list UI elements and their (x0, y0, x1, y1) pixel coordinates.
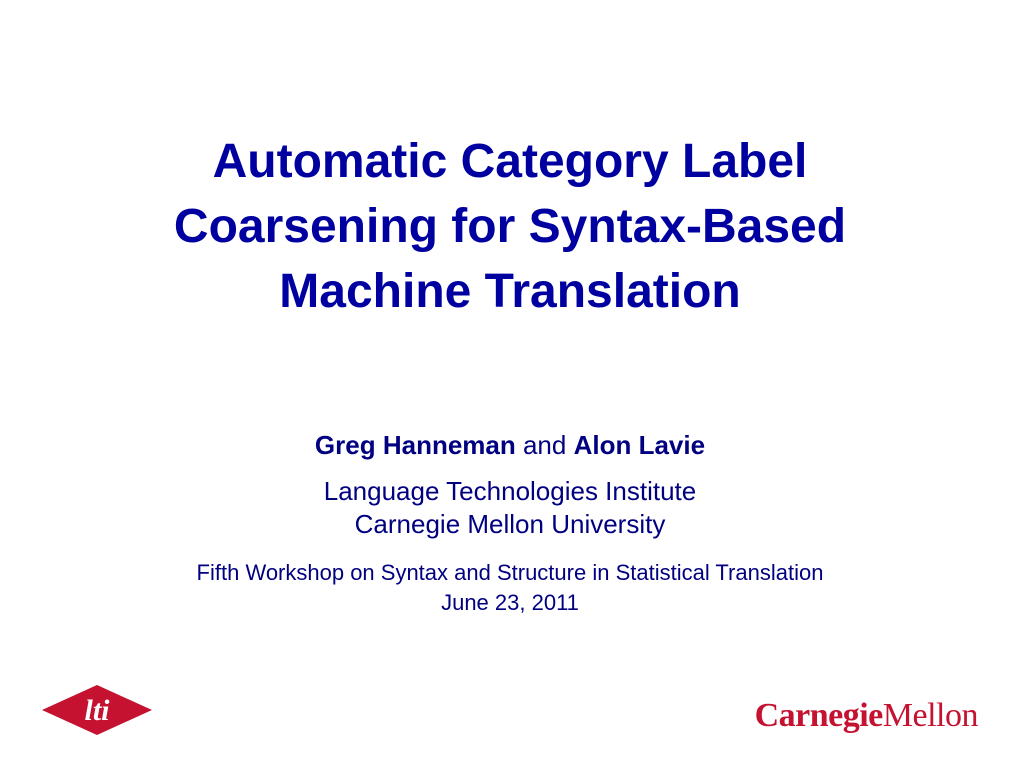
affiliation-line-2: Carnegie Mellon University (0, 508, 1020, 541)
lti-logo-icon: lti (42, 685, 152, 735)
slide: Automatic Category Label Coarsening for … (0, 0, 1020, 765)
authors-line: Greg Hanneman and Alon Lavie (0, 430, 1020, 461)
title-line-2: Coarsening for Syntax-Based (0, 195, 1020, 260)
slide-title: Automatic Category Label Coarsening for … (0, 130, 1020, 324)
author-2: Alon Lavie (574, 430, 705, 460)
authors-block: Greg Hanneman and Alon Lavie Language Te… (0, 430, 1020, 617)
author-conjunction: and (516, 430, 574, 460)
affiliation-line-1: Language Technologies Institute (0, 475, 1020, 508)
cm-logo-part-2: Mellon (883, 697, 978, 734)
title-line-1: Automatic Category Label (0, 130, 1020, 195)
lti-logo-text: lti (84, 694, 110, 727)
venue: Fifth Workshop on Syntax and Structure i… (0, 558, 1020, 617)
affiliation: Language Technologies Institute Carnegie… (0, 475, 1020, 540)
carnegie-mellon-logo: CarnegieMellon (755, 697, 978, 735)
venue-line-1: Fifth Workshop on Syntax and Structure i… (0, 558, 1020, 588)
venue-line-2: June 23, 2011 (0, 588, 1020, 618)
title-line-3: Machine Translation (0, 260, 1020, 325)
cm-logo-part-1: Carnegie (755, 697, 883, 734)
author-1: Greg Hanneman (315, 430, 516, 460)
